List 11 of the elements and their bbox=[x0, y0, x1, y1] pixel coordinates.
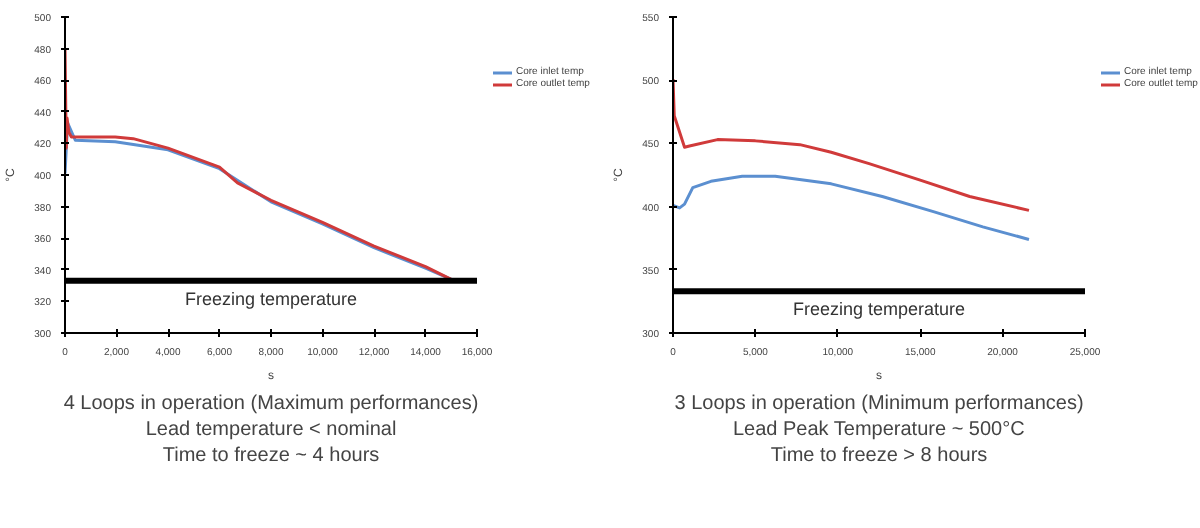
text: Time to freeze > 8 hours bbox=[770, 445, 988, 467]
line-series bbox=[673, 174, 1031, 241]
text: Lead temperature < nominal bbox=[145, 419, 397, 441]
text: Time to freeze ~ 4 hours bbox=[162, 445, 380, 467]
ref-line-label: Freezing temperature bbox=[184, 288, 358, 309]
line-series bbox=[65, 47, 453, 281]
ref-line-label: Freezing temperature bbox=[792, 299, 966, 320]
text: Lead Peak Temperature ~ 500°C bbox=[732, 419, 1025, 441]
text: 4 Loops in operation (Maximum performances) bbox=[63, 393, 479, 415]
line-series bbox=[673, 77, 1031, 212]
text: 3 Loops in operation (Minimum performances) bbox=[674, 393, 1084, 415]
